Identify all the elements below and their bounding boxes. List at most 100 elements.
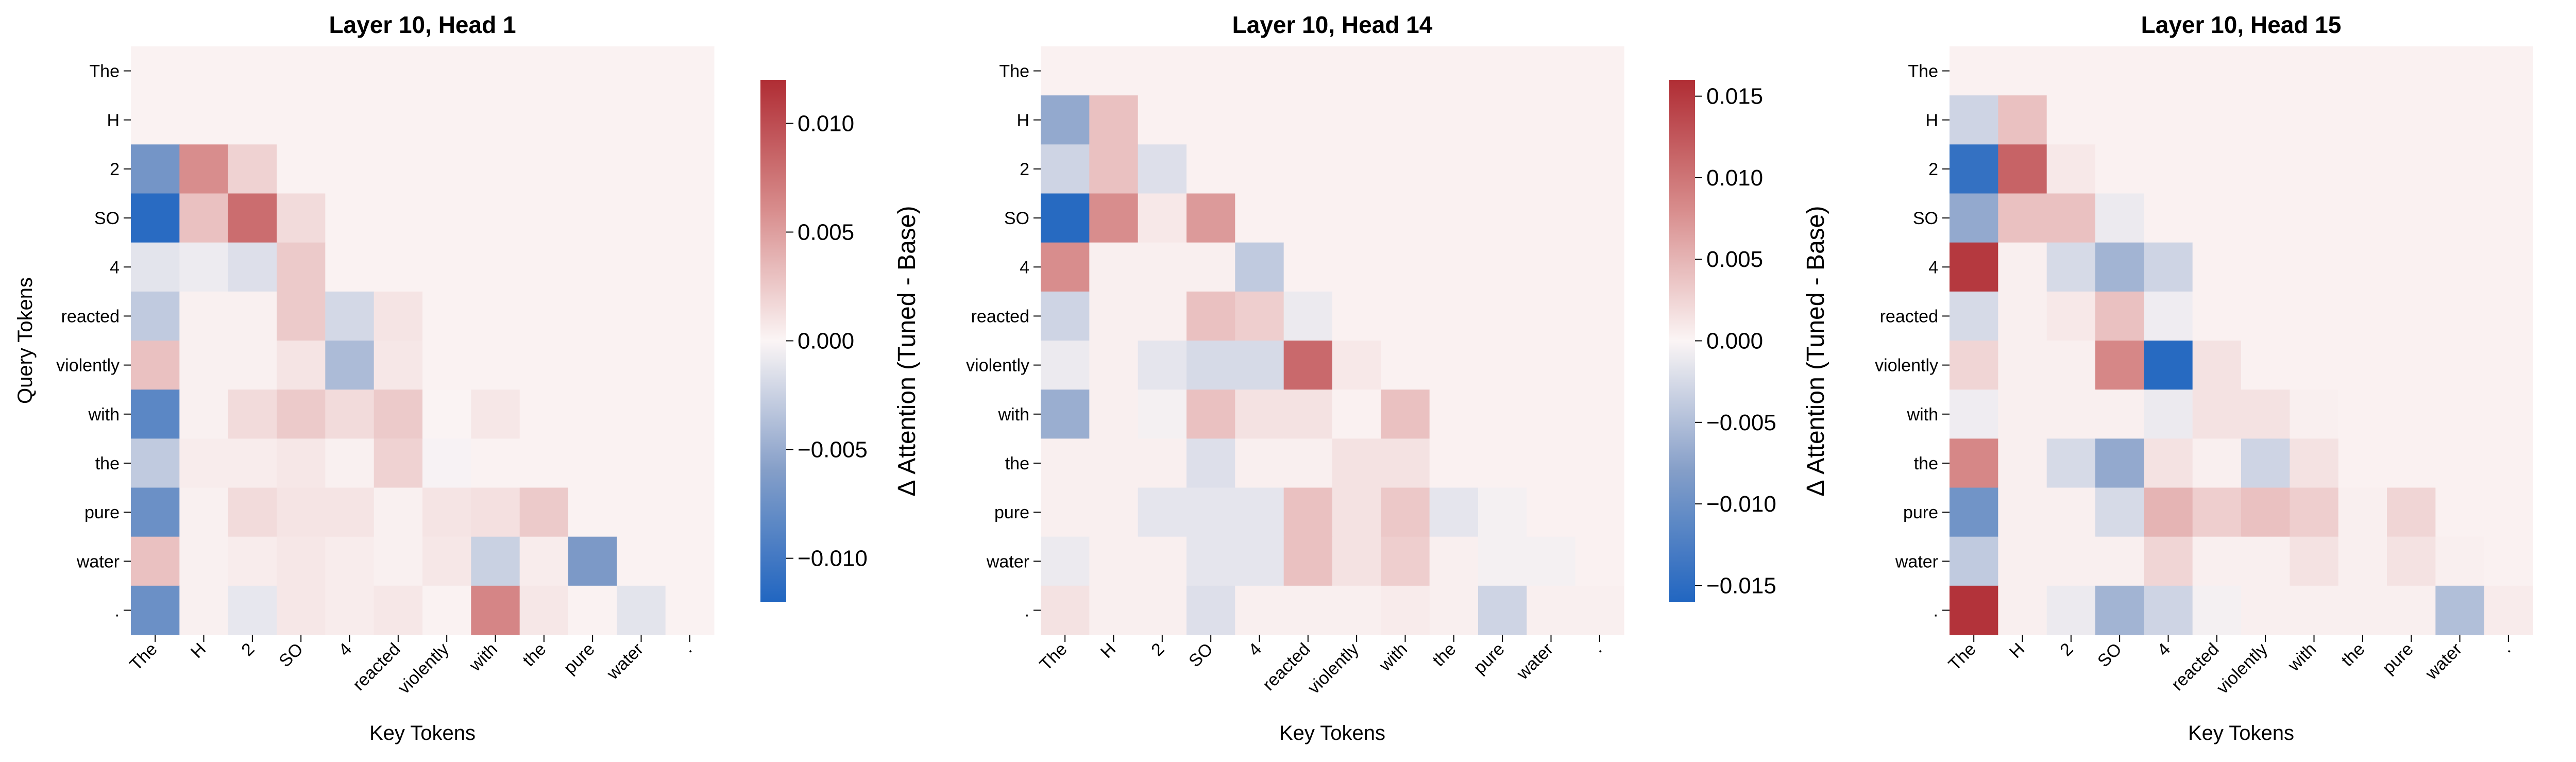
heatmap-cell <box>228 291 277 341</box>
heatmap-cell <box>422 536 471 586</box>
heatmap-cell <box>519 291 569 341</box>
colorbar-tick-label: −0.005 <box>1706 410 1776 435</box>
heatmap-cell <box>2144 585 2193 635</box>
heatmap-cell <box>568 193 617 243</box>
heatmap-cell <box>2290 193 2339 243</box>
heatmap-cell <box>131 487 180 537</box>
heatmap-cell <box>228 46 277 96</box>
heatmap-cell <box>1187 95 1235 145</box>
heatmap-cell <box>2484 585 2533 635</box>
x-axis-label: Key Tokens <box>2188 722 2294 744</box>
heatmap-cell <box>131 390 180 439</box>
heatmap-cell <box>471 438 520 488</box>
heatmap-cell <box>2387 95 2436 145</box>
heatmap-cell <box>2435 585 2485 635</box>
heatmap-cell <box>1235 144 1284 194</box>
y-tick-label: SO <box>1913 209 1938 228</box>
heatmap-cell <box>277 438 326 488</box>
heatmap-cell <box>2338 487 2387 537</box>
x-axis-label: Key Tokens <box>369 722 476 744</box>
heatmap-cell <box>1187 46 1235 96</box>
heatmap-cell <box>471 487 520 537</box>
heatmap-cell <box>1138 585 1187 635</box>
y-tick-label: . <box>1025 601 1029 620</box>
heatmap-cell <box>1187 144 1235 194</box>
heatmap-cell <box>1527 487 1576 537</box>
heatmap-cell <box>2387 438 2436 488</box>
heatmap-cell <box>1235 390 1284 439</box>
heatmap-cell <box>131 536 180 586</box>
heatmap-cell <box>228 341 277 390</box>
heatmap-cell <box>1138 438 1187 488</box>
heatmap-cell <box>2046 536 2096 586</box>
heatmap-cell <box>1235 536 1284 586</box>
y-tick-label: 4 <box>110 258 120 277</box>
heatmap-cell <box>1283 585 1333 635</box>
heatmap-cell <box>1332 585 1381 635</box>
heatmap-cell <box>1998 536 2047 586</box>
x-tick-label: water <box>603 639 647 684</box>
heatmap-cell <box>1089 390 1139 439</box>
heatmap-cell <box>1527 536 1576 586</box>
y-axis-label: Query Tokens <box>14 277 37 404</box>
heatmap-cell <box>2144 390 2193 439</box>
heatmap-cell <box>1041 193 1090 243</box>
y-tick-label: pure <box>1903 503 1938 522</box>
heatmap-cell <box>325 438 375 488</box>
heatmap-cell <box>325 536 375 586</box>
heatmap-cell <box>471 341 520 390</box>
heatmap-cell <box>1950 242 1998 292</box>
heatmap-cell <box>131 95 180 145</box>
heatmap-cell <box>2387 242 2436 292</box>
heatmap-cell <box>2484 242 2533 292</box>
heatmap-cell <box>471 585 520 635</box>
heatmap-cell <box>2192 536 2242 586</box>
heatmap-cell <box>325 144 375 194</box>
x-tick-label: SO <box>275 639 307 671</box>
heatmap-cell <box>422 438 471 488</box>
colorbar-tick-label: 0.010 <box>1706 165 1763 191</box>
heatmap-cell <box>519 46 569 96</box>
heatmap-cell <box>2046 144 2096 194</box>
y-tick-label: violently <box>1875 356 1938 376</box>
heatmap-cell <box>277 341 326 390</box>
heatmap-cell <box>1089 46 1139 96</box>
heatmap-cell <box>1332 144 1381 194</box>
colorbar-tick-label: −0.010 <box>798 546 868 571</box>
heatmap-cell <box>1138 144 1187 194</box>
heatmap-cell <box>1283 46 1333 96</box>
x-tick-label: 2 <box>238 639 258 660</box>
heatmap-cell <box>1089 487 1139 537</box>
heatmap-cell <box>179 487 229 537</box>
x-tick-label: 4 <box>335 639 355 660</box>
heatmap-cell <box>131 193 180 243</box>
y-tick-label: H <box>1016 111 1029 130</box>
heatmap-cell <box>1381 95 1430 145</box>
heatmap-cell <box>1089 341 1139 390</box>
heatmap-cell <box>1575 291 1624 341</box>
heatmap-cell <box>2435 242 2485 292</box>
heatmap-cell <box>374 242 423 292</box>
heatmap-cell <box>2290 95 2339 145</box>
heatmap-cell <box>1283 341 1333 390</box>
heatmap-cell <box>1950 487 1998 537</box>
heatmap-cell <box>2144 438 2193 488</box>
heatmap-cell <box>2144 536 2193 586</box>
heatmap-cell <box>2144 242 2193 292</box>
heatmap-cell <box>1429 95 1479 145</box>
heatmap-cell <box>2241 585 2290 635</box>
heatmap-cell <box>1527 390 1576 439</box>
heatmap-cell <box>1478 46 1527 96</box>
heatmap-cell <box>1478 242 1527 292</box>
heatmap-cell <box>617 438 666 488</box>
heatmap-cell <box>1332 242 1381 292</box>
heatmap-cell <box>325 193 375 243</box>
heatmap-cell <box>665 46 715 96</box>
heatmap-cell <box>519 585 569 635</box>
heatmap-cell <box>2435 341 2485 390</box>
heatmap-cell <box>374 144 423 194</box>
heatmap-cell <box>1429 242 1479 292</box>
colorbar-tick-label: 0.000 <box>1706 329 1763 354</box>
heatmap-cell <box>2435 536 2485 586</box>
x-tick-label: . <box>2497 639 2515 657</box>
